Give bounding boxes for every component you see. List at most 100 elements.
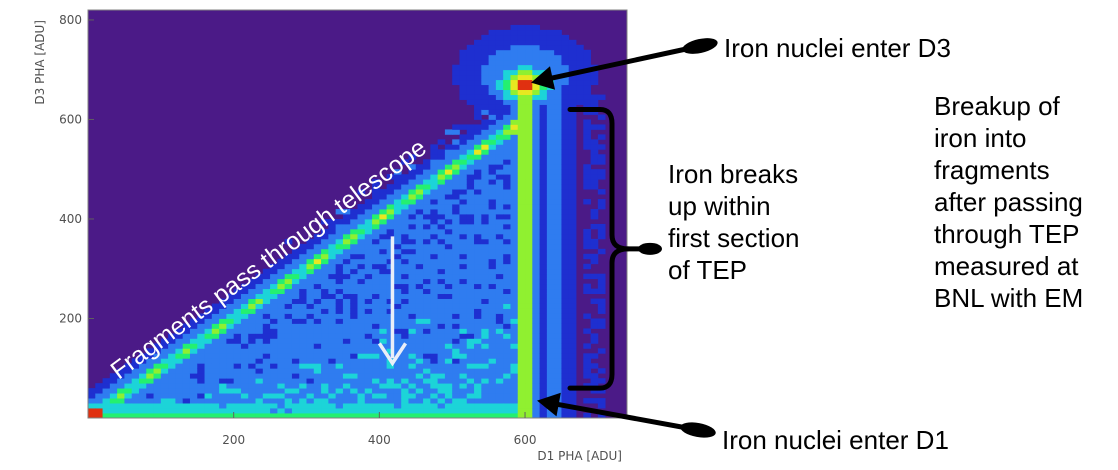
heatmap-cell <box>546 199 555 205</box>
heatmap-cell <box>372 328 380 334</box>
heatmap-cell <box>466 194 475 200</box>
heatmap-cell <box>299 303 307 309</box>
heatmap-cell <box>452 358 460 364</box>
heatmap-cell <box>393 189 402 195</box>
heatmap-cell <box>525 373 533 379</box>
heatmap-cell <box>335 393 344 399</box>
heatmap-cell <box>335 358 344 364</box>
heatmap-cell <box>546 124 555 130</box>
heatmap-cell <box>372 248 380 255</box>
heatmap-cell <box>364 214 373 220</box>
heatmap-cell <box>211 403 220 409</box>
heatmap-cell <box>277 263 286 270</box>
heatmap-cell <box>568 179 577 185</box>
heatmap-cell <box>546 59 555 66</box>
heatmap-cell <box>532 64 540 71</box>
heatmap-cell <box>474 253 482 260</box>
heatmap-cell <box>189 413 198 419</box>
heatmap-cell <box>226 358 235 364</box>
heatmap-cell <box>459 233 468 240</box>
heatmap-cell <box>306 238 315 245</box>
heatmap-cell <box>270 358 278 364</box>
heatmap-cell <box>248 398 256 404</box>
heatmap-cell <box>197 338 205 344</box>
heatmap-cell <box>430 378 439 384</box>
heatmap-cell <box>474 204 482 210</box>
heatmap-cell <box>219 298 227 304</box>
heatmap-cell <box>204 408 213 414</box>
heatmap-cell <box>233 343 242 349</box>
heatmap-cell <box>88 388 96 394</box>
heatmap-cell <box>474 189 482 195</box>
heatmap-cell <box>525 84 533 91</box>
heatmap-cell <box>299 258 307 265</box>
heatmap-cell <box>532 29 540 36</box>
heatmap-cell <box>466 368 475 374</box>
heatmap-cell <box>510 49 519 56</box>
heatmap-cell <box>444 258 453 265</box>
heatmap-cell <box>488 149 497 155</box>
heatmap-cell <box>335 288 344 295</box>
heatmap-cell <box>430 258 439 265</box>
heatmap-cell <box>532 333 540 339</box>
heatmap-cell <box>364 293 373 299</box>
heatmap-cell <box>291 253 300 260</box>
heatmap-cell <box>510 69 519 76</box>
heatmap-cell <box>481 159 489 165</box>
heatmap-cell <box>415 189 424 195</box>
heatmap-cell <box>495 358 504 364</box>
heatmap-cell <box>240 393 249 399</box>
heatmap-cell <box>299 333 307 339</box>
heatmap-cell <box>474 223 482 230</box>
heatmap-cell <box>539 109 548 115</box>
heatmap-cell <box>146 383 154 389</box>
heatmap-cell <box>503 169 511 175</box>
heatmap-cell <box>226 348 235 354</box>
heatmap-cell <box>197 313 205 319</box>
heatmap-cell <box>415 194 424 200</box>
heatmap-cell <box>335 283 344 290</box>
heatmap-cell <box>423 248 431 255</box>
heatmap-cell <box>444 179 453 185</box>
heatmap-cell <box>233 353 242 359</box>
heatmap-cell <box>481 218 489 225</box>
heatmap-cell <box>430 253 439 260</box>
heatmap-cell <box>240 303 249 309</box>
heatmap-cell <box>517 343 526 349</box>
heatmap-cell <box>335 348 344 354</box>
heatmap-cell <box>437 313 446 319</box>
heatmap-cell <box>517 64 526 71</box>
heatmap-cell <box>321 288 329 295</box>
heatmap-cell <box>233 288 242 295</box>
heatmap-cell <box>481 139 489 145</box>
heatmap-cell <box>423 353 431 359</box>
heatmap-cell <box>503 233 511 240</box>
heatmap-cell <box>277 318 286 324</box>
heatmap-cell <box>415 313 424 319</box>
heatmap-cell <box>306 248 315 255</box>
heatmap-cell <box>474 363 482 369</box>
heatmap-cell <box>583 253 591 260</box>
heatmap-cell <box>554 388 562 394</box>
heatmap-cell <box>466 378 475 384</box>
heatmap-cell <box>466 154 475 160</box>
heatmap-cell <box>568 258 577 265</box>
heatmap-cell <box>393 318 402 324</box>
heatmap-cell <box>532 104 540 110</box>
heatmap-cell <box>546 54 555 61</box>
heatmap-cell <box>291 328 300 334</box>
heatmap-cell <box>430 218 439 225</box>
heatmap-cell <box>539 288 548 295</box>
heatmap-cell <box>525 164 533 170</box>
heatmap-cell <box>335 353 344 359</box>
heatmap-cell <box>321 363 329 369</box>
heatmap-cell <box>401 328 409 334</box>
heatmap-cell <box>466 79 475 86</box>
heatmap-cell <box>466 268 475 275</box>
heatmap-cell <box>415 258 424 265</box>
heatmap-cell <box>466 413 475 419</box>
heatmap-cell <box>488 134 497 140</box>
heatmap-cell <box>597 189 606 195</box>
heatmap-cell <box>554 114 562 120</box>
heatmap-cell <box>255 283 264 290</box>
